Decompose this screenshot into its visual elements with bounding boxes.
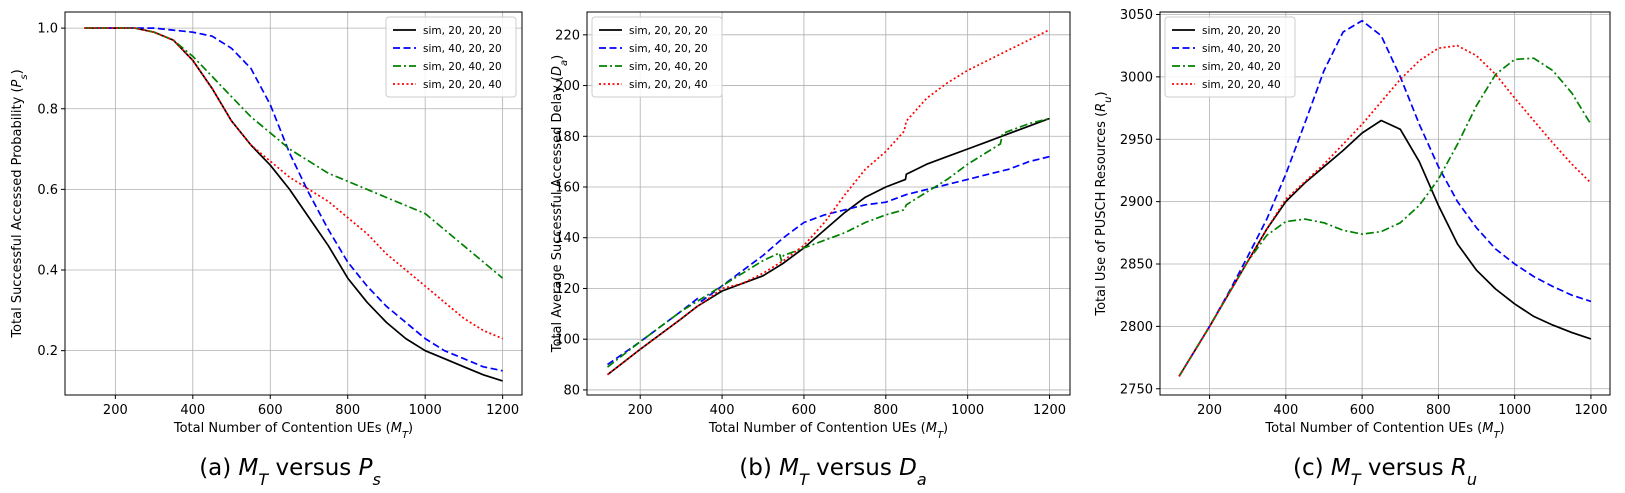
y-tick-label: 220 xyxy=(555,28,580,43)
y-tick-label: 80 xyxy=(563,383,580,398)
panel-caption: (a) MT versus Ps xyxy=(199,455,381,489)
legend-label-3: sim, 20, 40, 20 xyxy=(629,61,708,73)
y-axis-label: Total Use of PUSCH Resources (Ru) xyxy=(1094,91,1114,316)
chart-panel-2: 200 400 600 800 1000 1200 80 100 120 140 160 180 200… xyxy=(550,11,1071,489)
x-tick-label: 1000 xyxy=(951,403,984,418)
series-line-1 xyxy=(606,117,1050,376)
series-line-2 xyxy=(1178,19,1592,377)
series-line-2 xyxy=(84,27,503,372)
x-tick-label: 1200 xyxy=(1033,403,1066,418)
x-tick-label: 1000 xyxy=(1498,403,1531,418)
legend-label-1: sim, 20, 20, 20 xyxy=(629,25,708,37)
legend-box xyxy=(591,16,723,98)
x-tick-label: 600 xyxy=(258,403,283,418)
y-tick-label: 2800 xyxy=(1120,320,1153,335)
y-tick-label: 0.2 xyxy=(37,344,58,359)
legend-label-2: sim, 40, 20, 20 xyxy=(1202,43,1281,55)
y-tick-label: 120 xyxy=(555,282,580,297)
x-tick-label: 200 xyxy=(103,403,128,418)
y-tick-label: 100 xyxy=(555,333,580,348)
x-tick-label: 400 xyxy=(180,403,205,418)
y-axis-label: Total Successful Accessed Probability (P… xyxy=(10,69,30,338)
y-tick-label: 2900 xyxy=(1120,195,1153,210)
legend-label-1: sim, 20, 20, 20 xyxy=(1202,25,1281,37)
series-line-1 xyxy=(1178,119,1592,377)
series-line-4 xyxy=(84,27,503,340)
x-tick-label: 400 xyxy=(1273,403,1298,418)
x-axis-label: Total Number of Contention UEs (MT) xyxy=(708,421,948,441)
panel-caption: (b) MT versus Da xyxy=(739,455,926,489)
legend-label-3: sim, 20, 40, 20 xyxy=(1202,61,1281,73)
y-tick-label: 180 xyxy=(555,130,580,145)
legend-label-4: sim, 20, 20, 40 xyxy=(1202,79,1281,91)
series-line-3 xyxy=(1178,57,1592,377)
y-tick-label: 3050 xyxy=(1120,8,1153,23)
y-axis-label: Total Average Successful Accessed Delay … xyxy=(550,55,570,354)
y-tick-label: 2850 xyxy=(1120,258,1153,273)
legend: sim, 20, 20, 20 sim, 40, 20, 20 sim, 20, 4… xyxy=(591,16,723,98)
y-tick-label: 0.8 xyxy=(37,102,58,117)
axes-frame xyxy=(64,11,523,396)
x-tick-label: 200 xyxy=(628,403,653,418)
y-tick-label: 200 xyxy=(555,79,580,94)
x-tick-label: 800 xyxy=(1426,403,1451,418)
chart-panel-1: 200 400 600 800 1000 1200 0.2 0.4 0.6 0.8 1.0 Total… xyxy=(10,11,523,489)
axes-frame xyxy=(1159,11,1611,396)
y-tick-label: 0.6 xyxy=(37,183,58,198)
axes-frame xyxy=(586,11,1071,396)
chart-panel-3: 200 400 600 800 1000 1200 2750 2800 2850 2900 2950… xyxy=(1094,8,1611,489)
legend-label-2: sim, 40, 20, 20 xyxy=(629,43,708,55)
y-tick-label: 1.0 xyxy=(37,22,58,37)
legend-box xyxy=(385,16,517,98)
x-tick-label: 600 xyxy=(1350,403,1375,418)
y-tick-label: 140 xyxy=(555,231,580,246)
series-line-2 xyxy=(607,155,1050,366)
x-axis-label: Total Number of Contention UEs (MT) xyxy=(1264,421,1504,441)
legend-label-3: sim, 20, 40, 20 xyxy=(423,61,502,73)
x-tick-label: 1000 xyxy=(409,403,442,418)
legend-box xyxy=(1164,16,1296,98)
x-tick-label: 400 xyxy=(710,403,735,418)
series-line-3 xyxy=(84,27,504,279)
x-tick-label: 1200 xyxy=(1574,403,1607,418)
y-tick-label: 160 xyxy=(555,181,580,196)
x-tick-label: 1200 xyxy=(486,403,519,418)
x-tick-label: 800 xyxy=(873,403,898,418)
legend: sim, 20, 20, 20 sim, 40, 20, 20 sim, 20, 4… xyxy=(1164,16,1296,98)
x-axis-label: Total Number of Contention UEs (MT) xyxy=(173,421,413,441)
legend-label-4: sim, 20, 20, 40 xyxy=(423,79,502,91)
legend: sim, 20, 20, 20 sim, 40, 20, 20 sim, 20, 4… xyxy=(385,16,517,98)
y-tick-label: 3000 xyxy=(1120,70,1153,85)
y-tick-label: 0.4 xyxy=(37,264,58,279)
y-tick-label: 2950 xyxy=(1120,133,1153,148)
panel-caption: (c) MT versus Ru xyxy=(1293,455,1477,489)
series-line-4 xyxy=(606,29,1050,376)
legend-label-4: sim, 20, 20, 40 xyxy=(629,79,708,91)
x-tick-label: 800 xyxy=(335,403,360,418)
x-tick-label: 200 xyxy=(1197,403,1222,418)
legend-label-2: sim, 40, 20, 20 xyxy=(423,43,502,55)
legend-label-1: sim, 20, 20, 20 xyxy=(423,25,502,37)
y-tick-label: 2750 xyxy=(1120,382,1153,397)
x-tick-label: 600 xyxy=(792,403,817,418)
series-line-3 xyxy=(606,117,1050,368)
